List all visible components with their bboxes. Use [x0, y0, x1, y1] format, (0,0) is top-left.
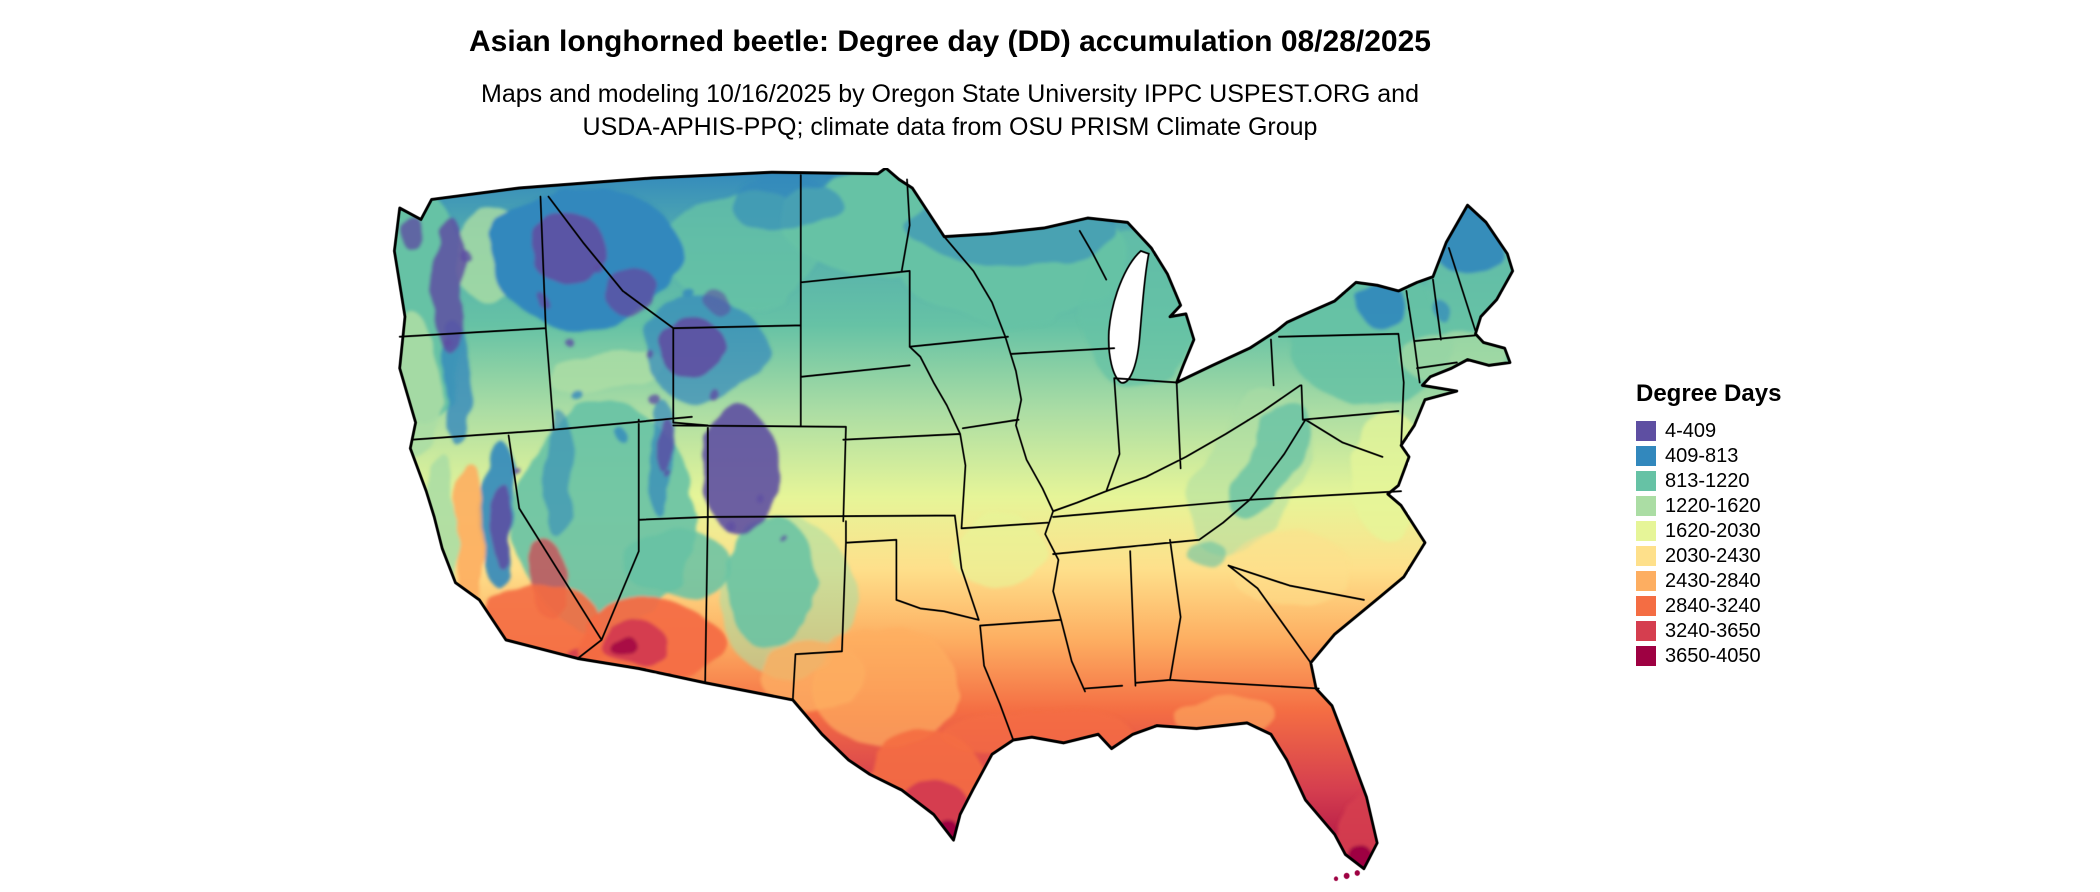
legend-item-label: 813-1220: [1665, 469, 1750, 492]
us-outline: [392, 168, 1515, 871]
legend-item: 2840-3240: [1636, 593, 1781, 618]
subtitle-line-1: Maps and modeling 10/16/2025 by Oregon S…: [481, 80, 1419, 108]
lake-michigan: [1107, 249, 1150, 384]
legend-item: 409-813: [1636, 443, 1781, 468]
legend-swatch: [1636, 445, 1656, 466]
legend-swatch: [1636, 420, 1656, 441]
legend-item: 2030-2430: [1636, 543, 1781, 568]
legend-swatch: [1636, 570, 1656, 591]
legend-item: 1620-2030: [1636, 518, 1781, 543]
legend-item: 4-409: [1636, 418, 1781, 443]
legend-item-label: 2840-3240: [1665, 594, 1761, 617]
legend-item: 3240-3650: [1636, 618, 1781, 643]
legend-swatch: [1636, 495, 1656, 516]
page-title: Asian longhorned beetle: Degree day (DD)…: [469, 25, 1431, 58]
legend-swatch: [1636, 520, 1656, 541]
legend: Degree Days 4-409 409-813 813-1220 1220-…: [1636, 380, 1781, 668]
legend-item-label: 409-813: [1665, 444, 1739, 467]
legend-item-label: 3240-3650: [1665, 619, 1761, 642]
legend-item: 3650-4050: [1636, 643, 1781, 668]
legend-item-label: 2430-2840: [1665, 569, 1761, 592]
legend-item-label: 4-409: [1665, 419, 1717, 442]
legend-item-label: 3650-4050: [1665, 644, 1761, 667]
legend-title: Degree Days: [1636, 380, 1782, 407]
legend-item-label: 1220-1620: [1665, 494, 1761, 517]
legend-swatch: [1636, 595, 1656, 616]
subtitle-line-2: USDA-APHIS-PPQ; climate data from OSU PR…: [582, 113, 1318, 141]
legend-swatch: [1636, 620, 1656, 641]
florida-keys: [1333, 870, 1360, 881]
legend-item: 1220-1620: [1636, 493, 1781, 518]
header: Asian longhorned beetle: Degree day (DD)…: [0, 24, 1900, 144]
page-subtitle: Maps and modeling 10/16/2025 by Oregon S…: [0, 78, 1900, 144]
us-degree-day-map: [320, 168, 1595, 883]
legend-swatch: [1636, 545, 1656, 566]
us-map-svg: [392, 168, 1515, 881]
legend-item: 2430-2840: [1636, 568, 1781, 593]
legend-swatch: [1636, 470, 1656, 491]
legend-item: 813-1220: [1636, 468, 1781, 493]
legend-item-label: 1620-2030: [1665, 519, 1761, 542]
degree-day-raster: [394, 168, 1513, 869]
legend-swatch: [1636, 645, 1656, 666]
state-borders: [398, 174, 1477, 741]
legend-item-label: 2030-2430: [1665, 544, 1761, 567]
